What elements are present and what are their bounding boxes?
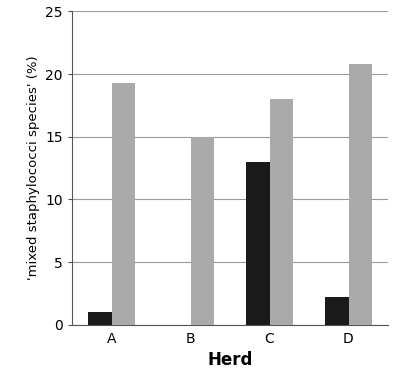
- Bar: [246, 162, 270, 325]
- Bar: [112, 83, 135, 325]
- Bar: [88, 312, 112, 325]
- Bar: [270, 99, 293, 325]
- X-axis label: Herd: Herd: [207, 351, 253, 369]
- Bar: [325, 297, 348, 325]
- Bar: [348, 64, 372, 325]
- Y-axis label: 'mixed staphylococci species' (%): 'mixed staphylococci species' (%): [27, 56, 40, 280]
- Bar: [190, 137, 214, 325]
